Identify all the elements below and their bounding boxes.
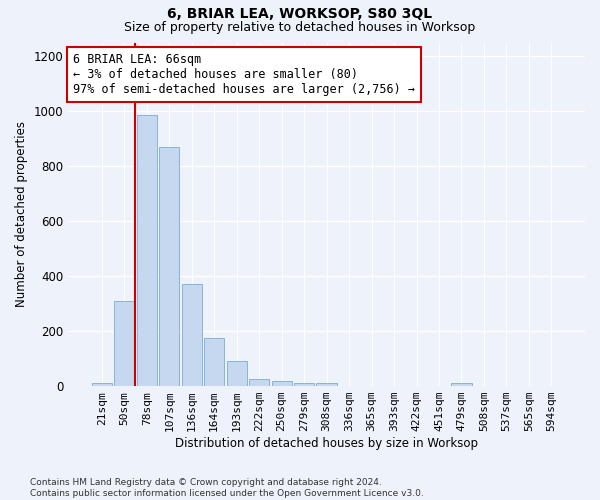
Text: Contains HM Land Registry data © Crown copyright and database right 2024.
Contai: Contains HM Land Registry data © Crown c… bbox=[30, 478, 424, 498]
Bar bbox=[137, 116, 157, 386]
Bar bbox=[249, 379, 269, 386]
X-axis label: Distribution of detached houses by size in Worksop: Distribution of detached houses by size … bbox=[175, 437, 478, 450]
Text: 6, BRIAR LEA, WORKSOP, S80 3QL: 6, BRIAR LEA, WORKSOP, S80 3QL bbox=[167, 8, 433, 22]
Bar bbox=[272, 380, 292, 386]
Bar bbox=[227, 362, 247, 386]
Text: Size of property relative to detached houses in Worksop: Size of property relative to detached ho… bbox=[124, 21, 476, 34]
Bar bbox=[294, 384, 314, 386]
Bar bbox=[92, 384, 112, 386]
Bar bbox=[316, 384, 337, 386]
Bar bbox=[204, 338, 224, 386]
Text: 6 BRIAR LEA: 66sqm
← 3% of detached houses are smaller (80)
97% of semi-detached: 6 BRIAR LEA: 66sqm ← 3% of detached hous… bbox=[73, 53, 415, 96]
Y-axis label: Number of detached properties: Number of detached properties bbox=[15, 122, 28, 308]
Bar bbox=[451, 384, 472, 386]
Bar bbox=[182, 284, 202, 386]
Bar bbox=[114, 301, 134, 386]
Bar bbox=[159, 147, 179, 386]
